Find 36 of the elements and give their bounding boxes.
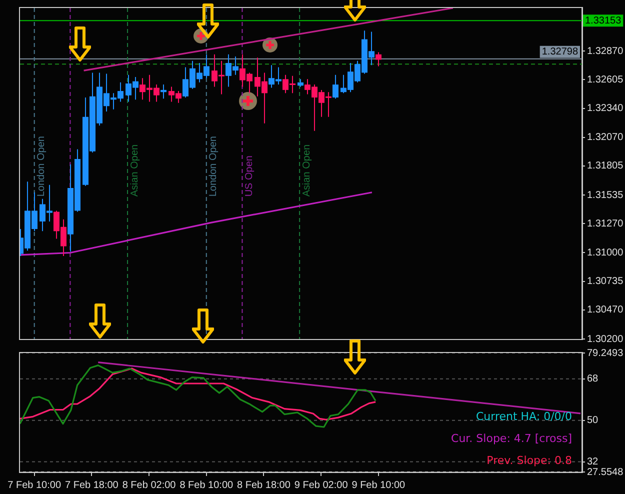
y-tick-label: 68 <box>587 374 599 385</box>
ref-line-label: US Open <box>244 156 255 197</box>
y-tick-label: 1.30470 <box>587 304 624 316</box>
y-tick-label: 1.31805 <box>587 160 624 172</box>
x-tick-label: 9 Feb 02:00 <box>294 480 348 491</box>
candlestick <box>376 52 382 67</box>
y-tick-label: 1.30200 <box>587 334 624 345</box>
annotation: Current HA: 0/0/0 <box>476 410 572 424</box>
annotation: Prev. Slope: 0.8 <box>486 454 572 468</box>
candlestick <box>332 74 338 100</box>
ref-line-label: London Open <box>36 136 48 197</box>
x-tick-label: 8 Feb 10:00 <box>180 480 234 491</box>
y-tick-label: 32 <box>587 456 599 468</box>
y-tick-label: 50 <box>587 415 599 426</box>
ref-line-label: Asian Open <box>129 144 140 197</box>
y-tick-label: 1.31535 <box>587 190 624 201</box>
ref-line-label: 1.32798 <box>542 46 578 58</box>
annotation: Cur. Slope: 4.7 [cross] <box>451 432 572 446</box>
y-tick-label: 79.2493 <box>587 348 624 359</box>
x-tick-label: 7 Feb 10:00 <box>8 480 62 491</box>
y-tick-label: 1.30735 <box>587 276 624 288</box>
x-tick-label: 7 Feb 18:00 <box>64 480 119 491</box>
y-tick-label: 1.31270 <box>587 218 624 230</box>
y-tick-label: 1.32340 <box>587 103 624 114</box>
y-tick-label: 1.31000 <box>587 247 624 258</box>
ref-line-label: London Open <box>208 136 220 197</box>
candlestick <box>160 84 166 100</box>
x-tick-label: 8 Feb 02:00 <box>122 480 176 491</box>
y-tick-label: 27.5548 <box>587 466 624 478</box>
y-tick-label: 1.32870 <box>587 46 624 57</box>
ref-line-label: 1.33153 <box>585 15 622 26</box>
x-tick-label: 8 Feb 18:00 <box>237 480 291 491</box>
y-tick-label: 1.32070 <box>587 132 624 144</box>
ref-line-label: Asian Open <box>301 144 312 197</box>
y-tick-label: 1.32605 <box>587 74 624 86</box>
x-tick-label: 9 Feb 10:00 <box>352 480 406 491</box>
